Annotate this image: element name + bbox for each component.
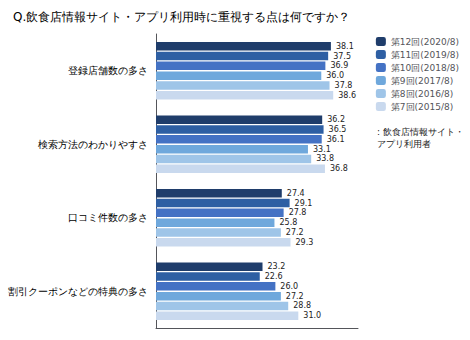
svg-text:27.8: 27.8 xyxy=(289,208,307,217)
svg-text:第12回(2020/8): 第12回(2020/8) xyxy=(391,37,459,47)
svg-text:第7回(2015/8): 第7回(2015/8) xyxy=(391,102,453,112)
svg-text:28.8: 28.8 xyxy=(293,301,311,310)
svg-text:36.8: 36.8 xyxy=(330,164,348,173)
svg-text:25.8: 25.8 xyxy=(279,218,297,227)
svg-text:アプリ利用者: アプリ利用者 xyxy=(377,139,431,149)
svg-text:検索方法のわかりやすさ: 検索方法のわかりやすさ xyxy=(38,139,148,150)
svg-text:36.2: 36.2 xyxy=(327,115,345,124)
svg-text:: 飲食店情報サイト・: : 飲食店情報サイト・ xyxy=(377,127,464,137)
svg-text:23.2: 23.2 xyxy=(268,262,286,271)
svg-text:37.8: 37.8 xyxy=(335,81,353,90)
svg-text:36.0: 36.0 xyxy=(326,71,344,80)
svg-text:口コミ件数の多さ: 口コミ件数の多さ xyxy=(68,212,148,223)
svg-text:36.1: 36.1 xyxy=(327,135,345,144)
svg-text:登録店舗数の多さ: 登録店舗数の多さ xyxy=(68,65,148,76)
svg-text:22.6: 22.6 xyxy=(265,272,283,281)
svg-text:38.1: 38.1 xyxy=(336,42,354,51)
svg-text:27.2: 27.2 xyxy=(286,228,304,237)
svg-text:33.1: 33.1 xyxy=(313,145,331,154)
svg-text:31.0: 31.0 xyxy=(303,311,321,320)
svg-text:37.5: 37.5 xyxy=(333,52,351,61)
svg-text:第11回(2019/8): 第11回(2019/8) xyxy=(391,50,459,60)
svg-text:Q.飲食店情報サイト・アプリ利用時に重視する点は何ですか？: Q.飲食店情報サイト・アプリ利用時に重視する点は何ですか？ xyxy=(13,10,350,24)
svg-text:29.1: 29.1 xyxy=(295,199,313,208)
svg-text:29.3: 29.3 xyxy=(296,238,314,247)
svg-text:第10回(2018/8): 第10回(2018/8) xyxy=(391,63,459,73)
svg-text:27.4: 27.4 xyxy=(287,189,305,198)
svg-text:36.5: 36.5 xyxy=(329,125,347,134)
svg-text:割引クーポンなどの特典の多さ: 割引クーポンなどの特典の多さ xyxy=(8,286,148,297)
svg-text:27.2: 27.2 xyxy=(286,292,304,301)
svg-text:26.0: 26.0 xyxy=(280,282,298,291)
svg-text:36.9: 36.9 xyxy=(330,61,348,70)
svg-text:第8回(2016/8): 第8回(2016/8) xyxy=(391,89,453,99)
svg-text:33.8: 33.8 xyxy=(316,154,334,163)
svg-text:38.6: 38.6 xyxy=(338,91,356,100)
svg-text:第9回(2017/8): 第9回(2017/8) xyxy=(391,76,453,86)
